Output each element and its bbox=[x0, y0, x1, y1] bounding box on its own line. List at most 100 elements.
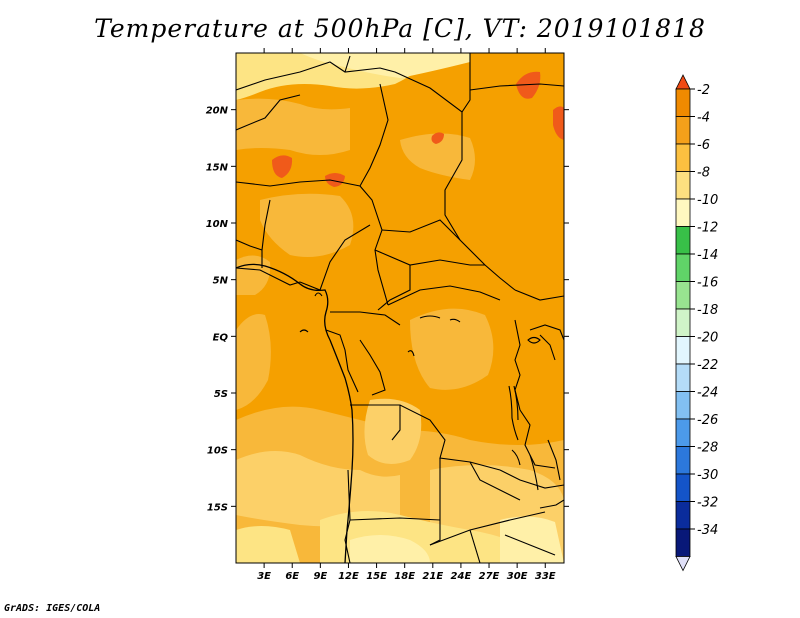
colorbar-cell bbox=[675, 336, 691, 365]
colorbar-label: -10 bbox=[697, 193, 718, 208]
colorbar-cell bbox=[675, 281, 691, 310]
lat-tick-label: 5N bbox=[213, 276, 229, 287]
colorbar-cell bbox=[675, 418, 691, 447]
lat-tick-label: 5S bbox=[214, 389, 228, 400]
map-title: Temperature at 500hPa [C], VT: 201910181… bbox=[94, 14, 706, 43]
colorbar-label: -4 bbox=[697, 111, 710, 126]
border-line bbox=[391, 405, 401, 441]
colorbar-label: -24 bbox=[697, 386, 718, 401]
border-line bbox=[261, 199, 271, 268]
lon-tick-label: 9E bbox=[313, 571, 327, 582]
lake-outline bbox=[529, 454, 539, 491]
colorbar-label: -30 bbox=[697, 468, 718, 483]
colorbar-label: -18 bbox=[697, 303, 718, 318]
field-warm-region bbox=[516, 71, 541, 99]
grads-credit: GrADS: IGES/COLA bbox=[4, 603, 101, 614]
lake-outline bbox=[513, 385, 519, 421]
colorbar-cell bbox=[675, 363, 691, 392]
border-line bbox=[429, 511, 546, 546]
lon-tick-label: 24E bbox=[451, 571, 472, 582]
border-line bbox=[529, 324, 564, 341]
colorbar-cell bbox=[675, 171, 691, 200]
border-line bbox=[299, 224, 371, 291]
colorbar-label: -22 bbox=[697, 358, 718, 373]
colorbar-label: -16 bbox=[697, 276, 718, 291]
border-line bbox=[469, 529, 481, 563]
border-line bbox=[387, 285, 501, 306]
border-line bbox=[330, 311, 401, 326]
border-line bbox=[469, 83, 564, 91]
lake-outline bbox=[314, 292, 323, 297]
border-line bbox=[547, 439, 561, 481]
colorbar-bottom-arrow bbox=[675, 556, 691, 572]
field-region bbox=[410, 308, 494, 390]
lon-tick-label: 30E bbox=[507, 571, 528, 582]
field-region bbox=[236, 98, 350, 155]
field-warm-region bbox=[272, 155, 293, 178]
lake-outline bbox=[511, 449, 521, 466]
border-line bbox=[519, 409, 556, 469]
border-line bbox=[359, 339, 386, 396]
colorbar-label: -32 bbox=[697, 496, 718, 511]
country-borders bbox=[236, 53, 564, 563]
field-region bbox=[500, 516, 564, 563]
border-line bbox=[236, 239, 263, 251]
border-line bbox=[236, 179, 361, 187]
field-region bbox=[350, 535, 430, 563]
border-line bbox=[539, 499, 564, 509]
lat-tick-label: 15N bbox=[206, 162, 229, 173]
colorbar-cell bbox=[675, 528, 691, 557]
lon-tick-label: 27E bbox=[479, 571, 500, 582]
field-region bbox=[364, 398, 422, 464]
field-region bbox=[236, 526, 300, 563]
field-region bbox=[300, 53, 470, 78]
lon-tick-label: 21E bbox=[422, 571, 443, 582]
axis-ticks: 20N 15N 10N 5N EQ 5S 10S 15S 3E 6E 9E 12E 15E 18E 21E 2… bbox=[206, 48, 569, 582]
border-line bbox=[444, 112, 463, 241]
colorbar-cell bbox=[675, 253, 691, 282]
colorbar: -2 -4 -6 -8 -10 -12 -14 -16 -18 -20 -22 -24 -26 -28 -3… bbox=[675, 74, 718, 572]
border-line bbox=[236, 53, 471, 113]
lake-outline bbox=[449, 318, 461, 323]
colorbar-label: -2 bbox=[697, 83, 710, 98]
lon-tick-label: 3E bbox=[257, 571, 271, 582]
colorbar-label: -26 bbox=[697, 413, 718, 428]
border-line bbox=[374, 249, 485, 266]
lon-tick-label: 12E bbox=[338, 571, 359, 582]
lon-tick-label: 18E bbox=[394, 571, 415, 582]
colorbar-cell bbox=[675, 501, 691, 530]
lake-outline bbox=[419, 315, 441, 319]
colorbar-cell bbox=[675, 198, 691, 227]
lat-tick-label: 20N bbox=[206, 106, 229, 117]
border-line bbox=[504, 534, 556, 556]
colorbar-cell bbox=[675, 473, 691, 502]
field-region bbox=[260, 193, 354, 258]
colorbar-label: -12 bbox=[697, 221, 718, 236]
lat-tick-label: 10S bbox=[207, 446, 228, 457]
field-warm-region bbox=[431, 132, 444, 144]
border-line bbox=[381, 219, 516, 291]
lake-outline bbox=[508, 385, 519, 441]
colorbar-cell bbox=[675, 88, 691, 117]
border-line bbox=[539, 334, 556, 361]
border-line bbox=[236, 94, 301, 131]
colorbar-cell bbox=[675, 308, 691, 337]
border-line bbox=[236, 267, 301, 286]
border-line bbox=[514, 289, 564, 301]
lake-outline bbox=[407, 350, 415, 357]
border-line bbox=[359, 83, 389, 306]
colorbar-label: -28 bbox=[697, 441, 718, 456]
lat-tick-label: EQ bbox=[213, 332, 229, 343]
colorbar-cell bbox=[675, 446, 691, 475]
field-region bbox=[236, 314, 271, 410]
border-line bbox=[325, 329, 359, 393]
colorbar-cell bbox=[675, 226, 691, 255]
colorbar-cell bbox=[675, 391, 691, 420]
field-warm-region bbox=[553, 106, 564, 140]
field-warm-region bbox=[325, 173, 345, 187]
map-frame bbox=[235, 52, 565, 564]
border-line bbox=[377, 265, 411, 311]
border-line bbox=[469, 461, 521, 501]
lat-tick-label: 15S bbox=[207, 502, 228, 513]
lon-tick-label: 33E bbox=[535, 571, 556, 582]
